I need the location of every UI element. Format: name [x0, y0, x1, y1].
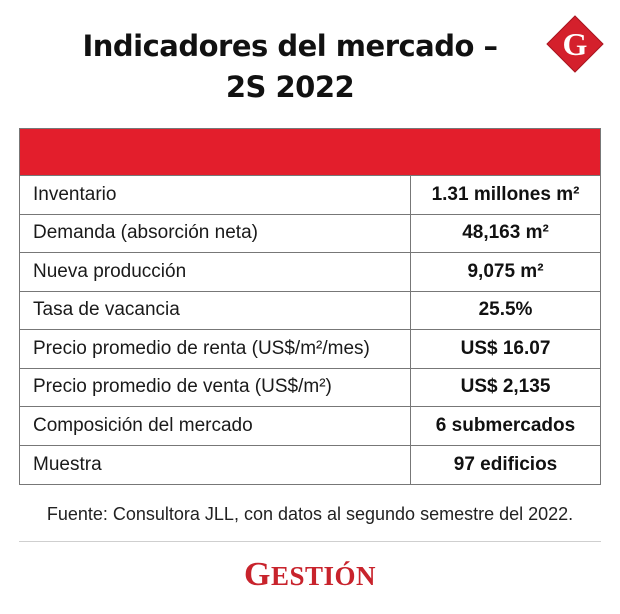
row-value: 97 edificios [453, 453, 558, 475]
row-label: Nueva producción [20, 253, 411, 291]
row-value: US$ 2,135 [460, 376, 551, 398]
table-header-bar [20, 129, 600, 176]
source-note: Fuente: Consultora JLL, con datos al seg… [46, 504, 574, 524]
row-label: Precio promedio de venta (US$/m²) [20, 368, 411, 406]
row-label: Composición del mercado [20, 407, 411, 445]
brand-initial: G [244, 556, 271, 593]
divider [19, 541, 601, 542]
row-label: Tasa de vacancia [20, 291, 411, 329]
row-label: Inventario [20, 176, 411, 214]
row-value: 1.31 millones m² [431, 183, 580, 205]
brand-rest: ESTIÓN [270, 561, 376, 591]
title-line-1: Indicadores del mercado – [82, 29, 498, 63]
gestion-wordmark: GESTIÓN [0, 556, 620, 594]
page-title: Indicadores del mercado – 2S 2022 [60, 26, 520, 108]
row-label: Demanda (absorción neta) [20, 214, 411, 252]
market-indicators-table: Inventario 1.31 millones m² Demanda (abs… [19, 128, 601, 485]
table-row: Precio promedio de venta (US$/m²) US$ 2,… [20, 368, 600, 407]
row-value: 48,163 m² [462, 222, 549, 244]
row-value: 25.5% [478, 299, 533, 321]
table-row: Composición del mercado 6 submercados [20, 407, 600, 446]
svg-text:G: G [563, 26, 588, 62]
row-value: 6 submercados [435, 414, 576, 436]
table-row: Muestra 97 edificios [20, 445, 600, 484]
row-value: US$ 16.07 [460, 337, 551, 359]
table-row: Precio promedio de renta (US$/m²/mes) US… [20, 330, 600, 369]
row-label: Muestra [20, 445, 411, 484]
title-line-2: 2S 2022 [225, 70, 355, 104]
gestion-g-logo-icon: G [546, 15, 604, 73]
row-label: Precio promedio de renta (US$/m²/mes) [20, 330, 411, 368]
table-row: Demanda (absorción neta) 48,163 m² [20, 214, 600, 253]
table-row: Tasa de vacancia 25.5% [20, 291, 600, 330]
table-row: Inventario 1.31 millones m² [20, 176, 600, 215]
row-value: 9,075 m² [467, 260, 544, 282]
table-row: Nueva producción 9,075 m² [20, 253, 600, 292]
